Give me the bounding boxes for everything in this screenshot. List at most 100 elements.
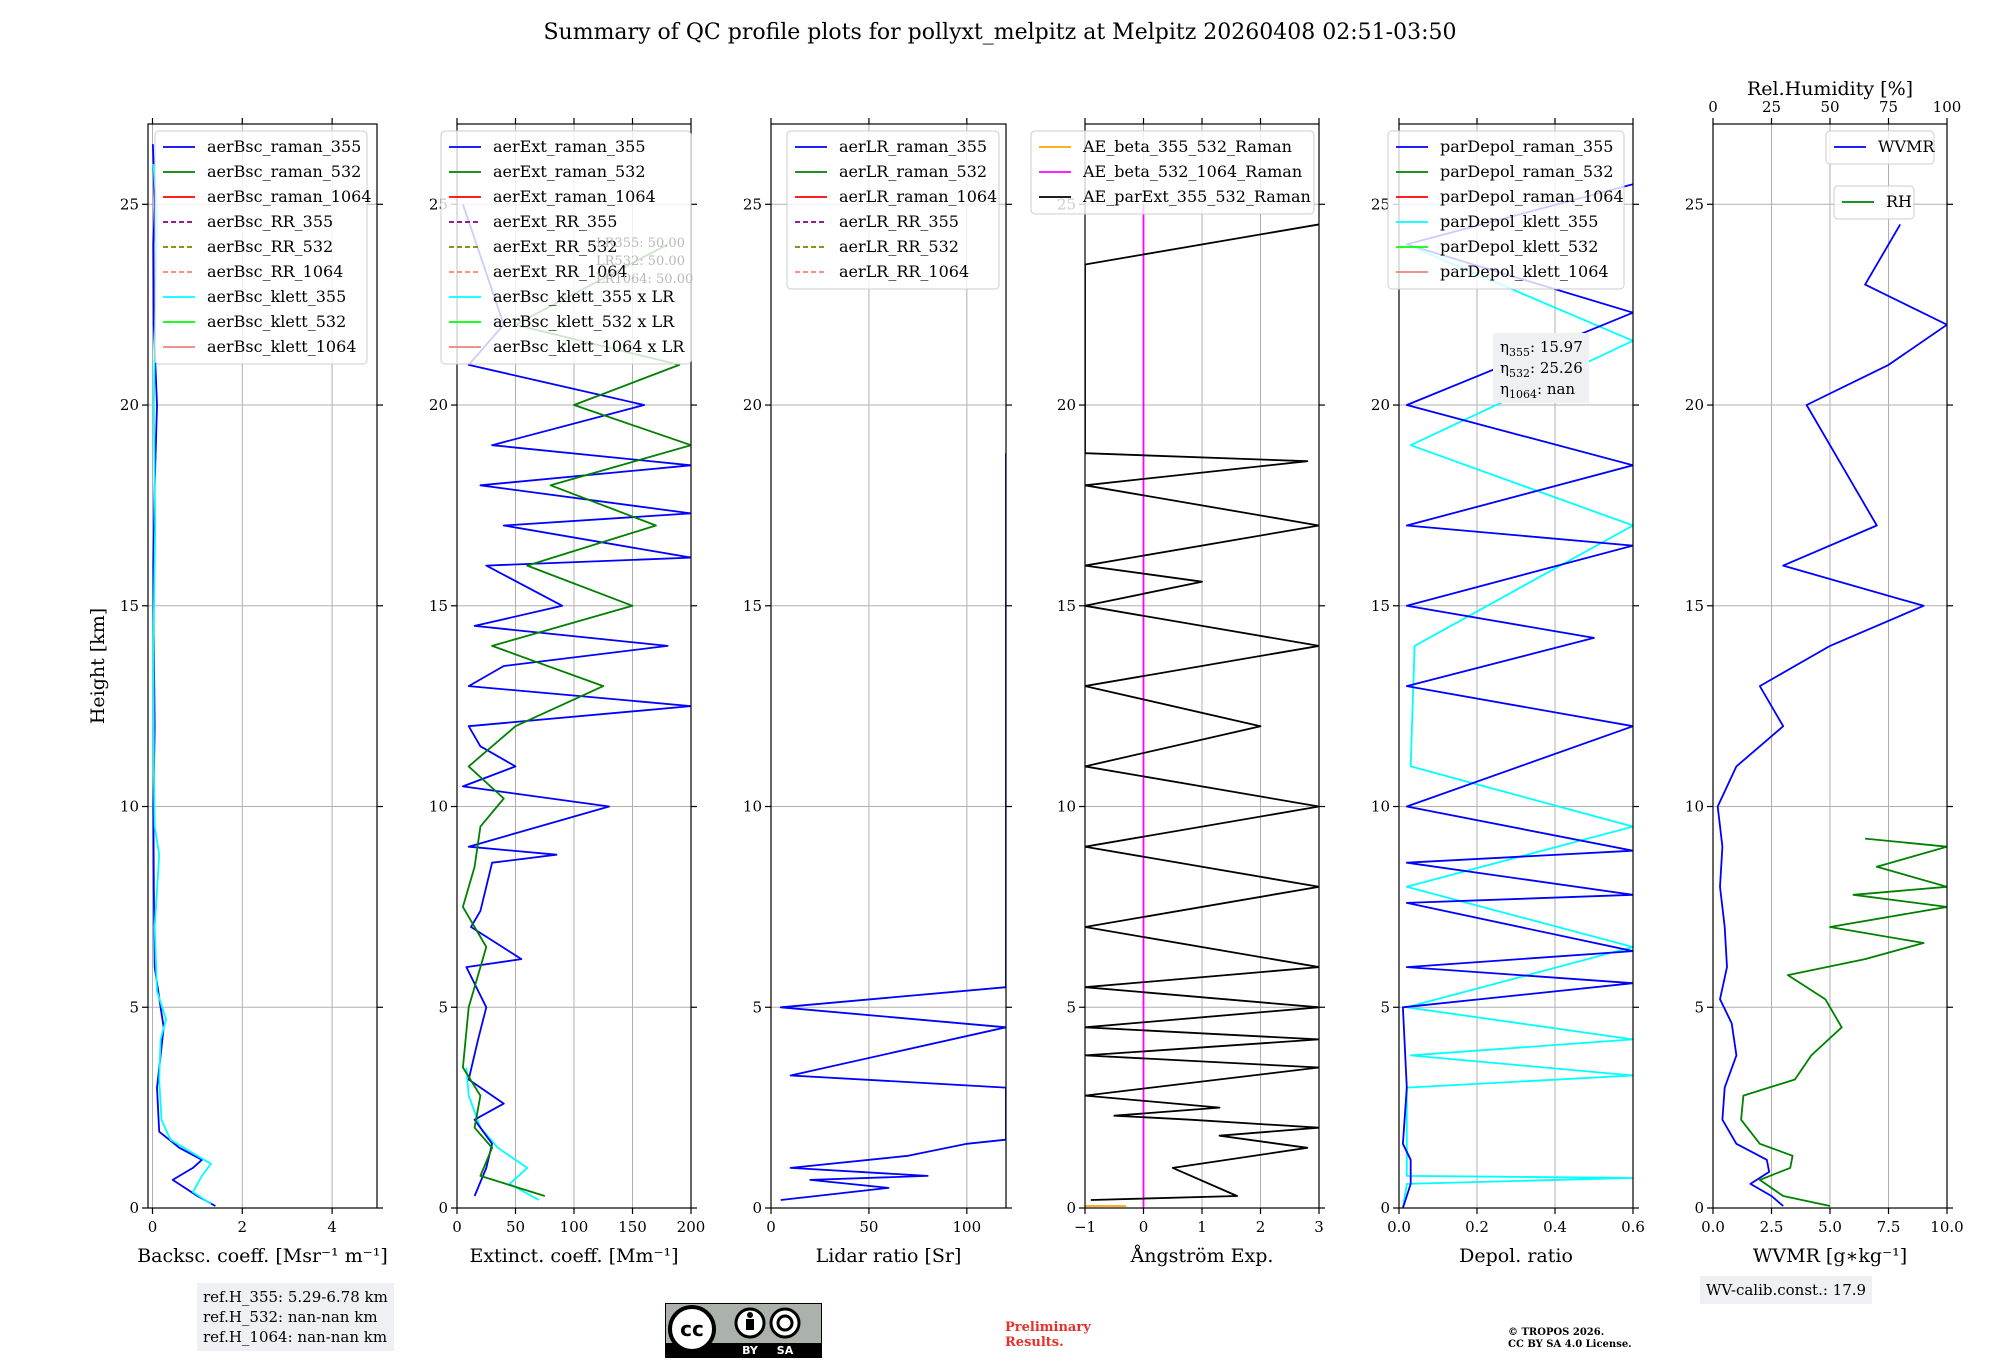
ytick-label-ext-2: 10: [429, 798, 448, 816]
legend-label-depol-0: parDepol_raman_355: [1440, 137, 1613, 156]
ytick-label-ae-4: 20: [1057, 396, 1076, 414]
xtick-label-ext-0: 0: [452, 1218, 462, 1236]
ytick-label-wv-1: 5: [1694, 998, 1704, 1016]
legend-label-lr-2: aerLR_raman_1064: [839, 187, 997, 206]
xtick-label-lr-1: 50: [859, 1218, 878, 1236]
xtick-label-wv-4: 10.0: [1930, 1218, 1963, 1236]
legend-wv: WVMR: [1825, 130, 1935, 165]
ytick-label-wv-3: 15: [1685, 597, 1704, 615]
copyright-line-2: CC BY SA 4.0 License.: [1508, 1339, 1632, 1350]
legend2-wv: RH: [1833, 185, 1915, 220]
legend-label-bsc-2: aerBsc_raman_1064: [207, 187, 372, 206]
xlabel-wv: WVMR [g∗kg⁻¹]: [1753, 1245, 1907, 1267]
ref-height-1064: ref.H_1064: nan-nan km: [203, 1328, 388, 1346]
eta-label-0: η355: 15.97: [1500, 338, 1583, 359]
legend-label-ext-3: aerExt_RR_355: [493, 212, 617, 231]
legend-label-depol-3: parDepol_klett_355: [1440, 212, 1598, 231]
preliminary-line-1: Preliminary: [1005, 1320, 1091, 1335]
series-ext-aerext-raman-355: [462, 204, 691, 1197]
legend-bsc: aerBsc_raman_355 aerBsc_raman_532 aerBsc_r…: [154, 130, 372, 365]
ytick-label-lr-4: 20: [743, 396, 762, 414]
ytick-label-lr-2: 10: [743, 798, 762, 816]
eta-label-1: η532: 25.26: [1500, 359, 1583, 380]
legend-label-ae-0: AE_beta_355_532_Raman: [1082, 137, 1292, 156]
ytick-label-wv-5: 25: [1685, 195, 1704, 213]
ytick-label-depol-4: 20: [1371, 396, 1390, 414]
series-ext-aerext-raman-532: [462, 243, 691, 1197]
ytick-label-depol-3: 15: [1371, 597, 1390, 615]
series-bsc-aerbsc-raman-355: [152, 144, 216, 1207]
ytick-label-depol-2: 10: [1371, 798, 1390, 816]
xtick-label-bsc-1: 2: [238, 1218, 248, 1236]
legend-label-depol-1: parDepol_raman_532: [1440, 162, 1613, 181]
xtick-label-wv-1: 2.5: [1760, 1218, 1784, 1236]
sa-icon: [769, 1307, 801, 1339]
legend-label-lr-3: aerLR_RR_355: [839, 212, 959, 231]
series-depol-pardepol-klett-355: [1402, 243, 1633, 1208]
xtick-label-ext-2: 100: [560, 1218, 589, 1236]
xtick-label-ae-0: −1: [1074, 1218, 1096, 1236]
xtick-label-depol-0: 0.0: [1387, 1218, 1411, 1236]
ytick-label-bsc-5: 25: [120, 195, 139, 213]
axes-frame-lr: [770, 123, 1007, 1209]
panel-ae: −101230510152025Ångström Exp.AE_beta_355…: [1030, 118, 1325, 1267]
legend-label-ae-2: AE_parExt_355_532_Raman: [1082, 187, 1311, 206]
legend-label-lr-0: aerLR_raman_355: [839, 137, 987, 156]
faded-lr-label-0: LR355: 50.00: [596, 236, 685, 251]
xtick-label-ext-4: 200: [677, 1218, 706, 1236]
series-ae-ae-parext-355-532-raman: [1085, 223, 1319, 1201]
ytick-label-ae-3: 15: [1057, 597, 1076, 615]
wv-calib-box: WV-calib.const.: 17.9: [1700, 1276, 1873, 1304]
xtick-label-bsc-2: 4: [327, 1218, 337, 1236]
panel-depol: 0.0 0.2 0.4 0.6 0 5 10 15 20 25 Depol. ratio parDep…: [1371, 118, 1645, 1267]
legend-label-bsc-3: aerBsc_RR_355: [207, 212, 333, 231]
legend-label-ext-0: aerExt_raman_355: [493, 137, 646, 156]
legend-label-wv-0: WVMR: [1878, 137, 1935, 156]
y-axis-label: Height [km]: [87, 608, 109, 724]
legend-label-ext-8: aerBsc_klett_1064 x LR: [493, 337, 685, 356]
ytick-label-ae-0: 0: [1066, 1199, 1076, 1217]
ytick-label-ext-0: 0: [438, 1199, 448, 1217]
xtick-label-wv-2: 5.0: [1818, 1218, 1842, 1236]
xtick-label-ae-2: 1: [1197, 1218, 1207, 1236]
series-bsc-aerbsc-klett-355: [152, 164, 212, 1205]
legend-lr: aerLR_raman_355 aerLR_raman_532 aerLR_rama…: [786, 130, 1000, 290]
xtick-label-bsc-0: 0: [148, 1218, 158, 1236]
top-tick-label-2: 50: [1820, 98, 1839, 116]
legend-label-bsc-4: aerBsc_RR_532: [207, 237, 333, 256]
ytick-label-ext-3: 15: [429, 597, 448, 615]
wv-calib-text: WV-calib.const.: 17.9: [1706, 1281, 1867, 1299]
xlabel-depol: Depol. ratio: [1459, 1245, 1573, 1267]
xtick-label-ext-3: 150: [618, 1218, 647, 1236]
legend-label-bsc-7: aerBsc_klett_532: [207, 312, 346, 331]
xtick-label-ae-4: 3: [1314, 1218, 1324, 1236]
panel-wv: 0.0 2.5 5.0 7.5 10.0 0 5 10 15 20 25 WVMR [g∗kg⁻¹] 0…: [1685, 78, 1964, 1267]
xtick-label-wv-3: 7.5: [1877, 1218, 1901, 1236]
legend-label-lr-5: aerLR_RR_1064: [839, 262, 969, 281]
ytick-label-ext-4: 20: [429, 396, 448, 414]
ytick-label-lr-5: 25: [743, 195, 762, 213]
ref-height-532: ref.H_532: nan-nan km: [203, 1308, 378, 1326]
series-ext-aerbsc-klett-355-x-lr: [465, 1067, 540, 1201]
legend-ae: AE_beta_355_532_Raman AE_beta_532_1064_Ra…: [1030, 130, 1315, 215]
sa-label: SA: [777, 1344, 794, 1357]
ytick-label-wv-4: 20: [1685, 396, 1704, 414]
legend-label-depol-4: parDepol_klett_532: [1440, 237, 1598, 256]
ytick-label-depol-0: 0: [1380, 1199, 1390, 1217]
xtick-label-wv-0: 0.0: [1701, 1218, 1725, 1236]
series-depol-pardepol-raman-355: [1402, 183, 1633, 1208]
ref-height-box: ref.H_355: 5.29-6.78 km ref.H_532: nan-n…: [197, 1283, 394, 1351]
faded-lr-label-1: LR532: 50.00: [596, 254, 685, 269]
ytick-label-bsc-2: 10: [120, 798, 139, 816]
legend-label-bsc-0: aerBsc_raman_355: [207, 137, 361, 156]
xtick-label-lr-2: 100: [953, 1218, 982, 1236]
ytick-label-bsc-0: 0: [129, 1199, 139, 1217]
xlabel-bsc: Backsc. coeff. [Msr⁻¹ m⁻¹]: [137, 1245, 388, 1267]
xtick-label-lr-0: 0: [766, 1218, 776, 1236]
ytick-label-ext-1: 5: [438, 998, 448, 1016]
legend-label-ext-7: aerBsc_klett_532 x LR: [493, 312, 675, 331]
ytick-label-bsc-3: 15: [120, 597, 139, 615]
